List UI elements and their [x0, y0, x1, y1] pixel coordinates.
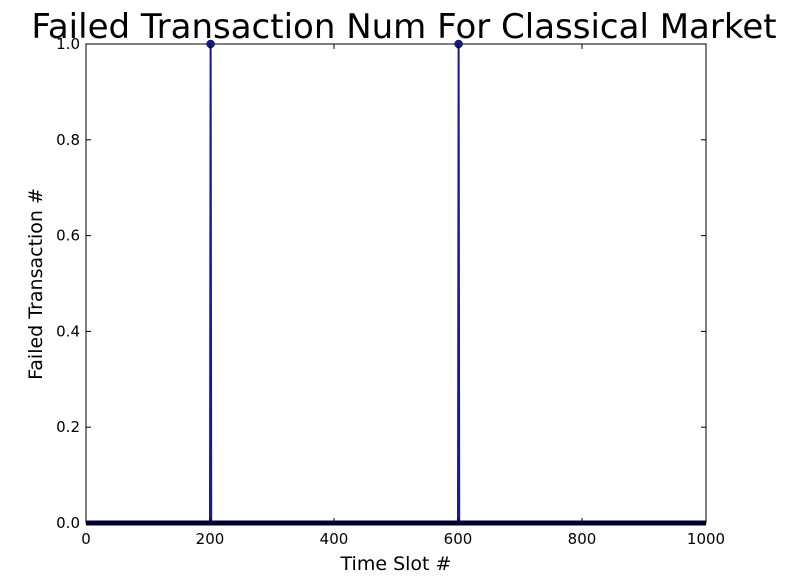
x-tick-label: 200 [196, 530, 225, 548]
series-layer [86, 39, 706, 526]
y-tick-label: 0.2 [56, 418, 80, 436]
y-tick-label: 0.4 [56, 322, 80, 340]
plot-frame [85, 43, 707, 524]
x-tick-label: 400 [320, 530, 349, 548]
x-tick-label: 1000 [687, 530, 725, 548]
x-axis-ticks: 0 200 400 600 800 1000 [81, 44, 725, 548]
chart-title: Failed Transaction Num For Classical Mar… [31, 7, 776, 47]
x-tick-label: 600 [444, 530, 473, 548]
y-axis-ticks: 0.0 0.2 0.4 0.6 0.8 1.0 [56, 35, 706, 532]
data-point-peak [454, 39, 463, 49]
y-tick-label: 0.8 [56, 131, 80, 149]
x-tick-label: 0 [81, 530, 91, 548]
y-tick-label: 0.6 [56, 227, 80, 245]
y-tick-label: 0.0 [56, 514, 80, 532]
data-point-peak [206, 39, 215, 49]
plot-area [85, 39, 707, 526]
x-tick-label: 800 [568, 530, 597, 548]
y-tick-label: 1.0 [56, 35, 80, 53]
x-axis-label: Time Slot # [340, 553, 452, 575]
y-axis-label: Failed Transaction # [25, 188, 47, 380]
